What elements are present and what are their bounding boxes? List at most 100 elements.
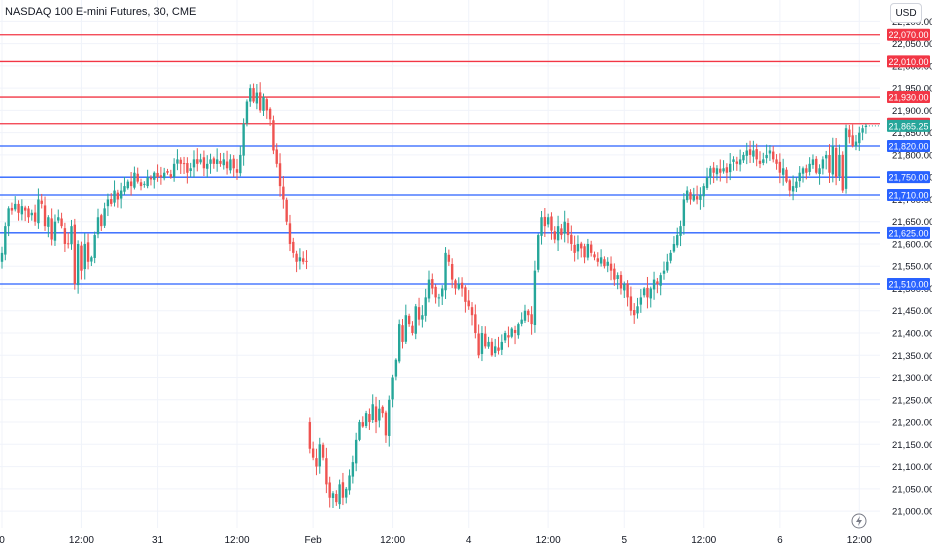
level-tag — [887, 28, 930, 41]
candle-body — [570, 234, 573, 244]
candle-body — [586, 243, 590, 258]
level-lines — [0, 34, 880, 285]
candle-body — [378, 408, 381, 421]
candle-body — [53, 221, 57, 241]
x-tick-label: 12:00 — [536, 535, 561, 546]
candle-body — [844, 128, 848, 189]
candle-body — [652, 279, 656, 290]
level-tag — [887, 140, 930, 153]
candle-body — [113, 190, 116, 203]
candle-body — [23, 207, 27, 211]
price-axis[interactable] — [885, 0, 932, 528]
candle-body — [583, 246, 586, 258]
candle-body — [110, 199, 113, 204]
candle-body — [530, 314, 533, 325]
candle-body — [811, 159, 815, 165]
candle-body — [394, 359, 398, 377]
candle-body — [457, 284, 460, 289]
candle-body — [288, 223, 292, 244]
candle-body — [17, 203, 20, 213]
candle-body — [30, 212, 33, 216]
candle-body — [738, 159, 742, 165]
candle-body — [748, 149, 752, 155]
candle-body — [199, 159, 202, 163]
currency-button[interactable]: USD — [890, 3, 922, 23]
candle-body — [411, 325, 414, 334]
candle-body — [818, 168, 821, 175]
x-tick-label: 12:00 — [380, 535, 405, 546]
x-tick-label: Feb — [305, 535, 323, 546]
candle-body — [417, 307, 421, 320]
candle-body — [14, 203, 17, 210]
candle-body — [186, 163, 189, 173]
candle-body — [540, 217, 543, 236]
candle-body — [7, 208, 10, 227]
candle-body — [268, 108, 272, 120]
candle-body — [90, 257, 93, 262]
candle-body — [722, 168, 725, 172]
candle-body — [282, 186, 285, 200]
x-tick-label: 4 — [466, 535, 472, 546]
candle-body — [550, 216, 553, 231]
candle-body — [781, 168, 785, 175]
candle-body — [719, 168, 722, 173]
candle-body — [361, 422, 364, 427]
candle-body — [335, 493, 338, 503]
candle-body — [76, 243, 80, 286]
candle-body — [596, 258, 599, 262]
candle-body — [33, 212, 37, 222]
lightning-icon[interactable] — [851, 513, 867, 529]
level-tag-label: 21,820.00 — [888, 142, 928, 152]
candle-body — [709, 168, 712, 178]
candle-body — [609, 263, 613, 271]
candle-body — [136, 173, 139, 182]
candle-body — [444, 252, 447, 291]
level-tag — [887, 278, 930, 291]
grid-lines — [0, 0, 880, 528]
candle-body — [805, 168, 808, 173]
candle-body — [427, 279, 431, 299]
candle-body — [623, 284, 626, 291]
level-tag — [887, 91, 930, 104]
candle-body — [560, 228, 563, 236]
candle-body — [523, 310, 527, 321]
candle-body — [149, 177, 153, 180]
candle-body — [169, 174, 173, 178]
candle-body — [666, 261, 669, 271]
candle-body — [626, 283, 629, 298]
level-tag — [887, 55, 930, 68]
candle-body — [292, 241, 295, 253]
level-tag-label: 22,010.00 — [888, 57, 928, 67]
candle-body — [57, 217, 60, 221]
candle-body — [599, 257, 603, 264]
candle-body — [298, 257, 302, 262]
candle-body — [123, 186, 126, 192]
candle-body — [679, 226, 682, 236]
candle-body — [854, 141, 858, 147]
candle-body — [858, 132, 861, 144]
candle-body — [0, 252, 4, 262]
candle-body — [480, 333, 484, 354]
candle-body — [232, 158, 235, 169]
candle-body — [321, 444, 325, 458]
candle-body — [328, 482, 331, 498]
candle-body — [613, 268, 616, 280]
candle-body — [315, 458, 318, 467]
candle-body — [245, 101, 249, 124]
y-tick-label: 21,550.00 — [892, 262, 932, 273]
candle-body — [546, 217, 550, 225]
y-tick-label: 21,600.00 — [892, 239, 932, 250]
candle-body — [785, 169, 788, 182]
y-tick-label: 21,900.00 — [892, 106, 932, 117]
x-tick-label: 12:00 — [691, 535, 716, 546]
x-tick-label: 12:00 — [224, 535, 249, 546]
candle-body — [848, 129, 851, 138]
candle-body — [368, 414, 371, 423]
candle-body — [424, 297, 427, 316]
candle-body — [649, 288, 652, 299]
candle-body — [255, 92, 259, 104]
level-tag — [887, 188, 930, 201]
level-tag-label: 21,625.00 — [888, 228, 928, 238]
candle-body — [589, 244, 593, 253]
